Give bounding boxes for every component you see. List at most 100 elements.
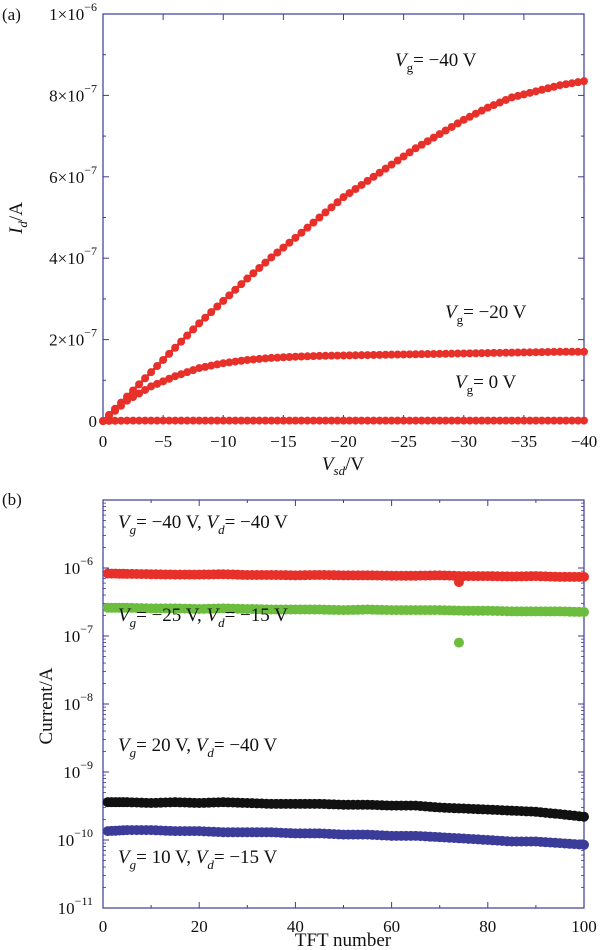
data-point-a xyxy=(561,80,570,89)
data-point-a xyxy=(519,90,528,99)
series-label-a: Vg= 0 V xyxy=(455,372,516,397)
data-point-a xyxy=(177,337,186,346)
y-tick-label-a: 1×10−6 xyxy=(49,0,97,24)
data-point-a xyxy=(321,208,330,217)
data-point-a xyxy=(555,81,564,90)
series-label-a: Vg= −40 V xyxy=(395,50,477,75)
data-point-a xyxy=(441,126,450,135)
data-point-a xyxy=(411,350,420,359)
data-point-a xyxy=(381,416,390,425)
y-axis-label-b: Current/A xyxy=(36,667,57,744)
y-tick-label-b: 10−7 xyxy=(63,622,93,646)
data-point-a xyxy=(411,144,420,153)
data-point-a xyxy=(543,416,552,425)
data-point-a xyxy=(561,416,570,425)
plot-frame-a xyxy=(102,13,585,422)
data-point-a xyxy=(531,87,540,96)
data-point-a xyxy=(279,243,288,252)
data-point-a xyxy=(309,218,318,227)
data-point-a xyxy=(399,350,408,359)
data-point-a xyxy=(543,348,552,357)
y-tick-label-b: 10−9 xyxy=(63,758,93,782)
data-point-a xyxy=(243,416,252,425)
data-point-a xyxy=(363,351,372,360)
x-tick-label-b: 20 xyxy=(191,917,208,936)
data-point-a xyxy=(447,122,456,131)
data-point-a xyxy=(525,416,534,425)
panel-label-b: (b) xyxy=(2,490,22,509)
data-point-a xyxy=(129,386,138,395)
data-point-a xyxy=(387,350,396,359)
data-point-a xyxy=(261,416,270,425)
data-point-a xyxy=(279,416,288,425)
series-b-0 xyxy=(102,568,589,588)
data-point-a xyxy=(195,416,204,425)
data-point-a xyxy=(357,416,366,425)
data-point-a xyxy=(117,401,126,410)
data-point-a xyxy=(471,349,480,358)
data-point-a xyxy=(189,416,198,425)
data-point-a xyxy=(519,416,528,425)
data-point-a xyxy=(285,352,294,361)
data-point-a xyxy=(99,417,107,425)
data-point-a xyxy=(171,416,180,425)
data-point-a xyxy=(567,416,576,425)
y-tick-label-a: 6×10−7 xyxy=(49,163,97,187)
data-point-a xyxy=(285,238,294,247)
data-point-a xyxy=(580,347,588,356)
data-point-a xyxy=(135,416,144,425)
data-point-a xyxy=(255,354,264,363)
series-line-a xyxy=(101,79,585,423)
data-point-a xyxy=(327,351,336,360)
y-tick-label-a: 4×10−7 xyxy=(49,244,97,268)
data-point-a xyxy=(465,416,474,425)
data-point-a xyxy=(303,416,312,425)
data-point-a xyxy=(573,78,582,87)
data-point-a xyxy=(261,258,270,267)
data-point-a xyxy=(267,416,276,425)
data-point-a xyxy=(477,106,486,115)
data-point-a xyxy=(561,347,570,356)
data-point-a xyxy=(291,416,300,425)
data-point-a xyxy=(339,351,348,360)
data-point-a xyxy=(393,416,402,425)
data-point-a xyxy=(483,349,492,358)
data-point-b xyxy=(579,607,589,618)
data-point-a xyxy=(123,396,132,405)
x-tick-label-b: 60 xyxy=(383,917,400,936)
data-point-a xyxy=(417,416,426,425)
data-point-a xyxy=(309,352,318,361)
data-point-a xyxy=(369,416,378,425)
data-point-a xyxy=(345,189,354,198)
data-point-a xyxy=(555,416,564,425)
data-point-a xyxy=(465,112,474,121)
data-point-b xyxy=(579,839,589,850)
data-point-a xyxy=(339,416,348,425)
data-point-a xyxy=(129,393,138,402)
data-point-a xyxy=(513,91,522,100)
data-point-a xyxy=(459,416,468,425)
data-point-a xyxy=(273,416,282,425)
data-point-a xyxy=(159,416,168,425)
data-point-a xyxy=(183,368,192,377)
data-point-a xyxy=(471,416,480,425)
y-tick-label-b: 10−11 xyxy=(58,894,93,918)
data-point-a xyxy=(189,366,198,375)
data-point-a xyxy=(165,416,174,425)
data-point-a xyxy=(201,313,210,322)
series-label-b: Vg= −25 V, Vd= −15 V xyxy=(118,605,288,630)
data-point-a xyxy=(261,354,270,363)
data-point-a xyxy=(357,351,366,360)
data-point-a xyxy=(141,374,150,383)
data-point-a xyxy=(213,416,222,425)
x-tick-label-b: 40 xyxy=(287,917,304,936)
data-point-a xyxy=(489,101,498,110)
data-point-a xyxy=(177,370,186,379)
data-point-a xyxy=(495,348,504,357)
series-label-a: Vg= −20 V xyxy=(445,302,527,327)
data-point-a xyxy=(405,350,414,359)
data-point-a xyxy=(195,319,204,328)
data-point-a xyxy=(429,349,438,358)
data-point-a xyxy=(297,352,306,361)
series-a-0 xyxy=(99,77,588,425)
